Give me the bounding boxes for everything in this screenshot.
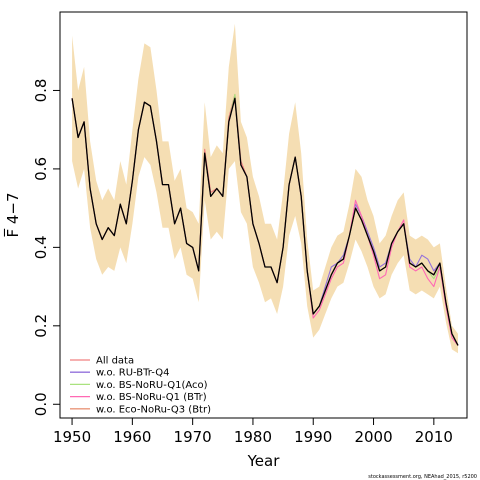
- legend-label: w.o. BS-NoRU-Q1(Aco): [96, 380, 208, 391]
- x-tick-label: 1950: [53, 428, 91, 446]
- series-layer: [71, 93, 459, 346]
- y-axis-title: F̅ 4−7: [3, 192, 22, 237]
- credit-text: stockassessment.org, NEAhad_2015, r5200: [368, 474, 477, 480]
- x-axis: 1950 1960 1970 1980 1990 2000 2010: [53, 417, 453, 446]
- x-tick-label: 1990: [294, 428, 332, 446]
- legend-label: All data: [96, 356, 134, 367]
- legend-label: w.o. Eco-NoRu-Q3 (Btr): [96, 404, 211, 415]
- legend-label: w.o. RU-BTr-Q4: [96, 368, 169, 379]
- x-tick-label: 1980: [234, 428, 272, 446]
- x-tick-label: 1960: [113, 428, 151, 446]
- y-tick-label: 0.6: [32, 157, 50, 181]
- y-tick-label: 0.4: [32, 235, 50, 259]
- x-tick-label: 2000: [354, 428, 392, 446]
- x-tick-label: 2010: [415, 428, 453, 446]
- y-tick-label: 0.8: [32, 79, 50, 103]
- x-tick-label: 1970: [174, 428, 212, 446]
- y-tick-label: 0.0: [32, 392, 50, 416]
- y-tick-label: 0.2: [32, 314, 50, 338]
- confidence-band: [72, 23, 458, 354]
- y-axis: 0.0 0.2 0.4 0.6 0.8: [32, 79, 61, 416]
- legend-label: w.o. BS-NoRu-Q1 (BTr): [96, 392, 207, 403]
- confidence-band-layer: [72, 23, 458, 354]
- x-axis-title: Year: [247, 452, 281, 470]
- series-line-estimate: [71, 97, 459, 346]
